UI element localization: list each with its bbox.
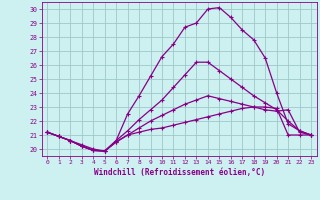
- X-axis label: Windchill (Refroidissement éolien,°C): Windchill (Refroidissement éolien,°C): [94, 168, 265, 177]
